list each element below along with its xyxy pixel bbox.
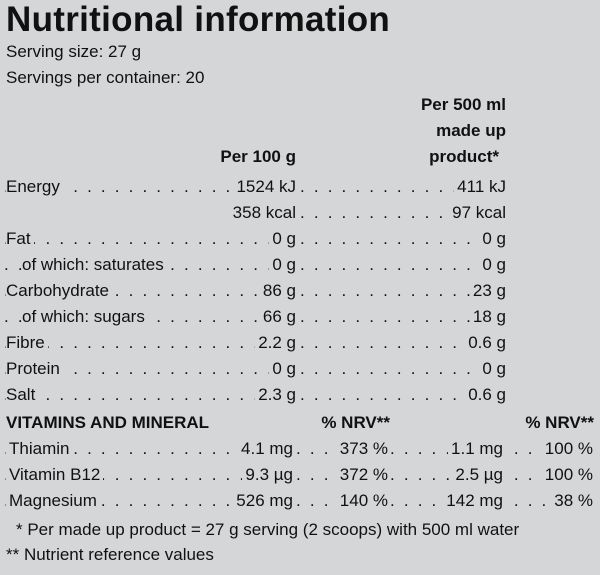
nutrient-row: . . . . . . . . . . . . . . . . . . . . …	[0, 200, 600, 226]
vitamins-header-nrv-per100: % NRV**	[321, 413, 390, 432]
nutrient-value-per500: 0 g	[479, 356, 506, 382]
nutrient-value-per100: 2.3 g	[255, 382, 296, 408]
nutrient-row: . . . . . . . . . . . . . . . . . . . . …	[0, 226, 600, 252]
vitamins-header-nrv-per500: % NRV**	[525, 413, 594, 432]
dot-leader: . . . . . . . . . . . . . . . . . . . . …	[4, 333, 294, 352]
vitamin-label: Thiamin	[6, 436, 73, 462]
dot-leader: . . . . . . . . . . . . . . . . . . . . …	[300, 359, 504, 378]
nutrient-row: . . . . . . . . . . . . . . . . . . . . …	[0, 356, 600, 382]
nutrient-row: . . . . . . . . . . . . . . . . . . . . …	[0, 252, 600, 278]
nutrient-value-per100: 2.2 g	[255, 330, 296, 356]
vitamins-header-row: VITAMINS AND MINERAL % NRV** % NRV**	[0, 410, 600, 436]
nutrient-label: Fibre	[6, 330, 48, 356]
nutrient-value-per100: 0 g	[269, 356, 296, 382]
nutrient-value-per500: 97 kcal	[449, 200, 506, 226]
nutrient-row: . . . . . . . . . . . . . . . . . . . . …	[0, 382, 600, 408]
vitamin-row: . . . . . . . . . . . . . . . . . . . . …	[0, 488, 600, 514]
nutrient-label: Salt	[6, 382, 39, 408]
vitamin-nrv-per500: 100 %	[541, 462, 596, 488]
dot-leader: . . . . . . . . . . . . . . . . . . . . …	[300, 281, 504, 300]
nutrient-row: . . . . . . . . . . . . . . . . . . . . …	[0, 304, 600, 330]
vitamin-nrv-per100: 140 %	[336, 488, 391, 514]
nutrient-label: Energy	[6, 174, 63, 200]
vitamin-value-per100: 4.1 mg	[238, 436, 296, 462]
dot-leader: . . . . . . . . . . . . . . . . . . . . …	[4, 229, 294, 248]
nutrient-value-per100: 86 g	[259, 278, 296, 304]
vitamin-label: Vitamin B12	[6, 462, 104, 488]
nutrient-label: Protein	[6, 356, 63, 382]
nutrient-value-per500: 23 g	[469, 278, 506, 304]
vitamin-nrv-per500: 38 %	[551, 488, 596, 514]
vitamin-nrv-per100: 373 %	[336, 436, 391, 462]
nutrient-value-per500: 0.6 g	[465, 330, 506, 356]
vitamins-header-label: VITAMINS AND MINERAL	[6, 413, 210, 432]
nutrient-label: of which: saturates	[22, 252, 167, 278]
dot-leader: . . . . . . . . . . . . . . . . . . . . …	[300, 255, 504, 274]
nutrient-value-per500: 0 g	[479, 226, 506, 252]
vitamin-value-per100: 9.3 µg	[242, 462, 296, 488]
vitamin-value-per100: 526 mg	[233, 488, 296, 514]
dot-leader: . . . . . . . . . . . . . . . . . . . . …	[4, 385, 294, 404]
vitamin-nrv-per100: 372 %	[336, 462, 391, 488]
dot-leader: . . . . . . . . . . . . . . . . . . . . …	[300, 177, 504, 196]
nutrient-value-per500: 18 g	[469, 304, 506, 330]
nutrient-value-per100: 1524 kJ	[233, 174, 296, 200]
nutrient-value-per500: 411 kJ	[454, 174, 506, 200]
nutrient-row: . . . . . . . . . . . . . . . . . . . . …	[0, 330, 600, 356]
dot-leader: . . . . . . . . . . . . . . . . . . . . …	[4, 439, 296, 458]
vitamin-value-per500: 142 mg	[443, 488, 506, 514]
footnote-made-up-product: * Per made up product = 27 g serving (2 …	[16, 520, 520, 539]
vitamin-nrv-per500: 100 %	[541, 436, 596, 462]
nutrient-value-per100: 0 g	[269, 252, 296, 278]
dot-leader: . . . . . . . . . . . . . . . . . . . . …	[4, 359, 294, 378]
dot-leader: . . . . . . . . . . . . . . . . . . . . …	[300, 307, 504, 326]
dot-leader: . . . . . . . . . . . . . . . . . . . . …	[300, 385, 504, 404]
dot-leader: . . . . . . . . . . . . . . . . . . . . …	[300, 333, 504, 352]
serving-size: Serving size: 27 g	[6, 42, 142, 61]
col-header-per100: Per 100 g	[220, 147, 296, 166]
col-header-per500-line1: Per 500 ml	[420, 95, 506, 114]
page-title: Nutritional information	[6, 0, 391, 39]
nutrient-label: Fat	[6, 226, 34, 252]
nutrient-value-per100: 66 g	[259, 304, 296, 330]
nutrient-value-per100: 358 kcal	[229, 200, 296, 226]
vitamin-row: . . . . . . . . . . . . . . . . . . . . …	[0, 462, 600, 488]
vitamin-value-per500: 1.1 mg	[448, 436, 506, 462]
nutrient-label: Carbohydrate	[6, 278, 113, 304]
vitamin-row: . . . . . . . . . . . . . . . . . . . . …	[0, 436, 600, 462]
nutrient-value-per500: 0.6 g	[465, 382, 506, 408]
vitamin-value-per500: 2.5 µg	[452, 462, 506, 488]
nutrient-value-per100: 0 g	[269, 226, 296, 252]
col-header-per500-line3: product*	[429, 147, 499, 166]
dot-leader: . . . . . . . . . . . . . . . . . . . . …	[4, 177, 294, 196]
nutrient-row: . . . . . . . . . . . . . . . . . . . . …	[0, 278, 600, 304]
dot-leader: . . . . . . . . . . . . . . . . . . . . …	[300, 229, 504, 248]
nutrient-value-per500: 0 g	[479, 252, 506, 278]
nutrient-row: . . . . . . . . . . . . . . . . . . . . …	[0, 174, 600, 200]
footnote-nrv: ** Nutrient reference values	[6, 545, 214, 564]
vitamin-label: Magnesium	[6, 488, 100, 514]
servings-per-container: Servings per container: 20	[6, 68, 205, 87]
nutrient-label: of which: sugars	[22, 304, 148, 330]
col-header-per500-line2: made up	[436, 121, 506, 140]
